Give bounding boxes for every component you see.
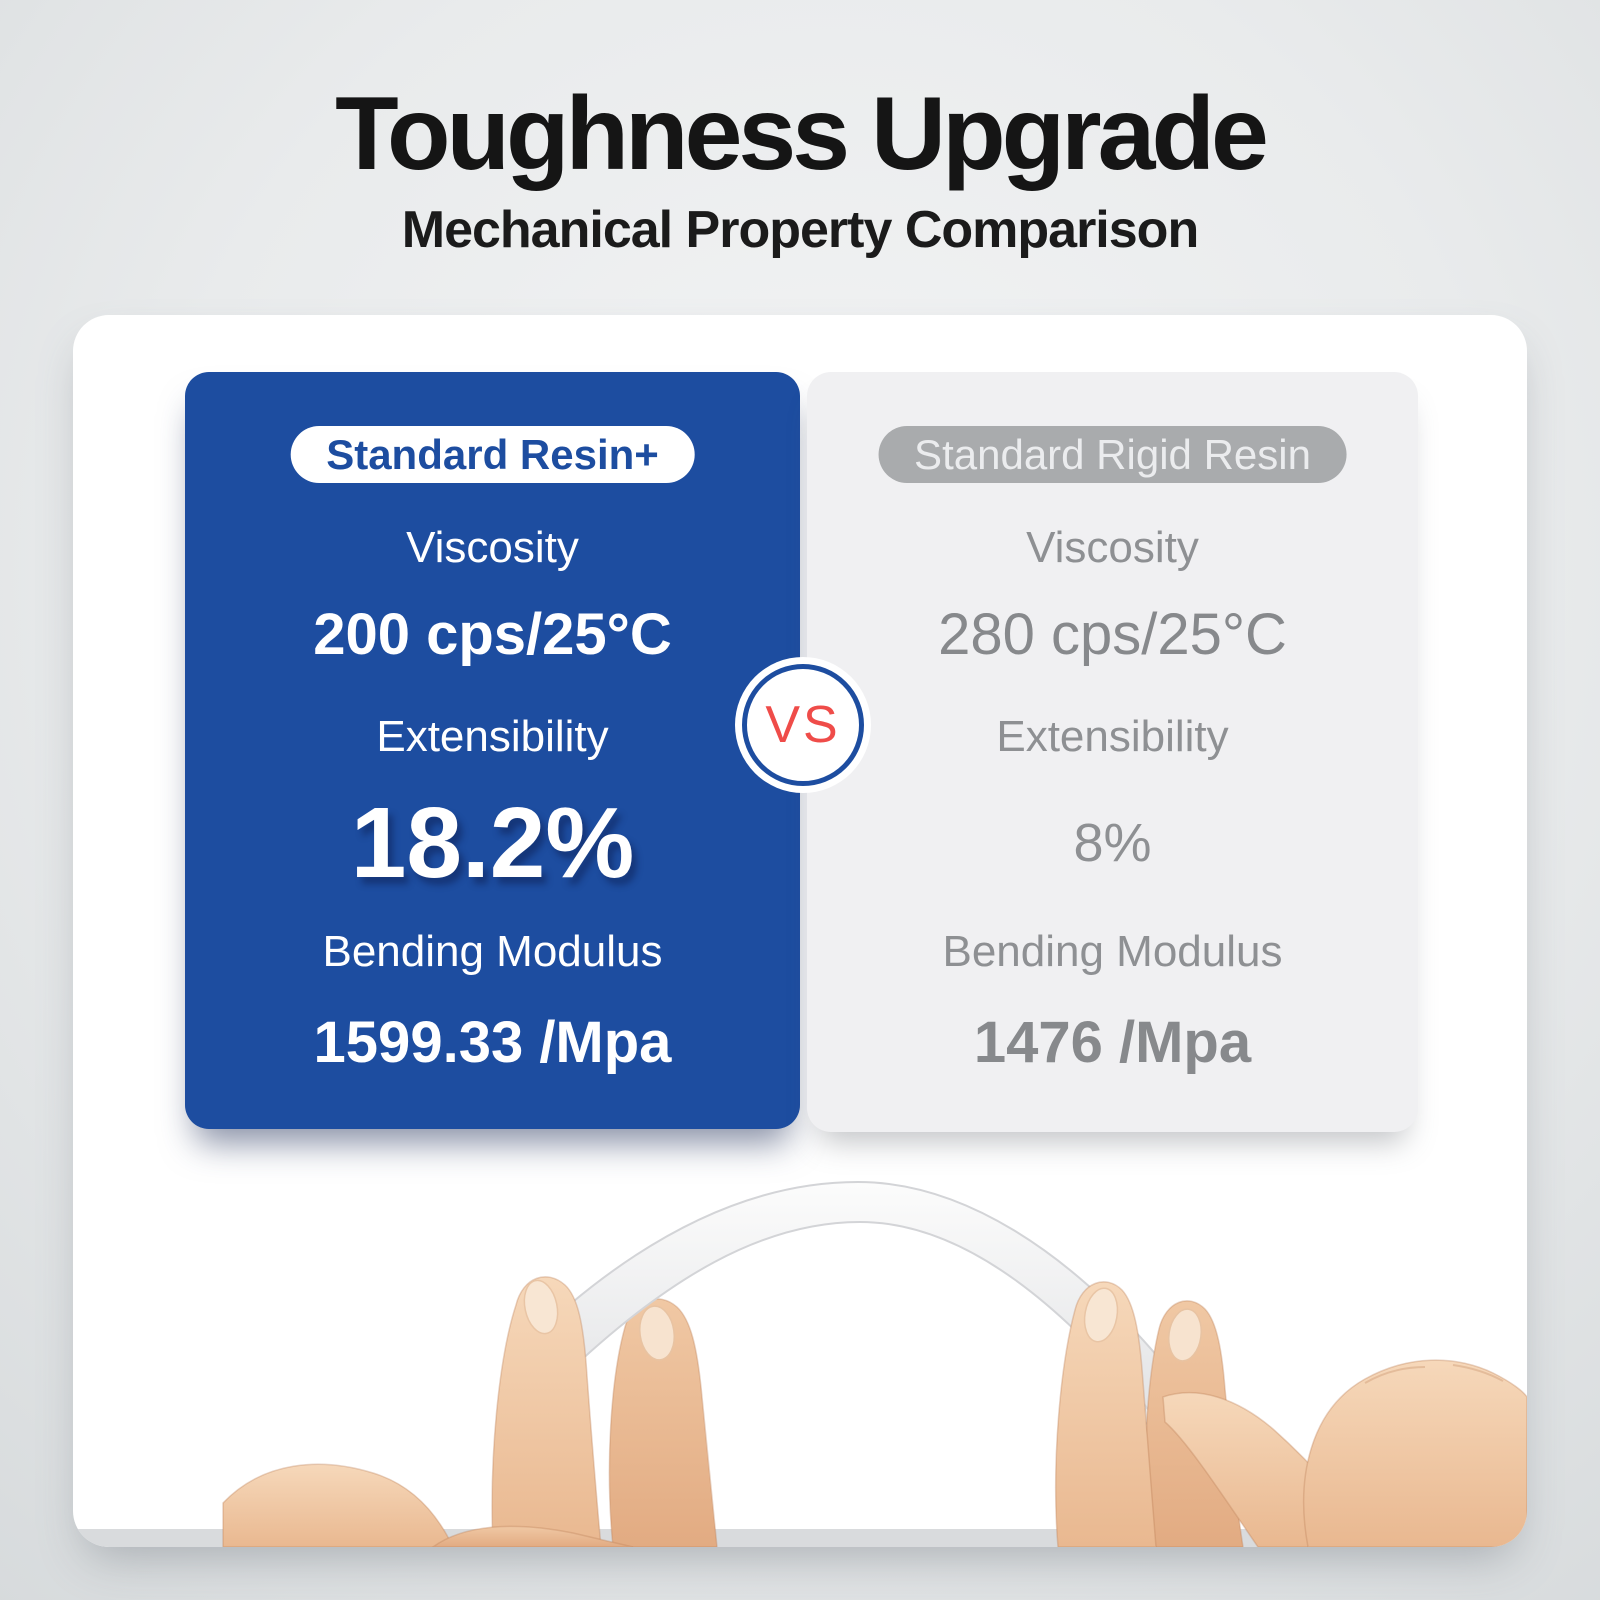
spec-value-viscosity-left: 200 cps/25°C: [313, 602, 672, 667]
page-subtitle: Mechanical Property Comparison: [401, 201, 1199, 259]
spec-label-extensibility-left: Extensibility: [376, 712, 609, 761]
spec-value-viscosity-right: 280 cps/25°C: [938, 602, 1287, 667]
vs-label: VS: [765, 696, 841, 754]
spec-value-bending-modulus-left: 1599.33 /Mpa: [313, 1010, 672, 1075]
spec-label-viscosity-left: Viscosity: [406, 523, 579, 572]
card-standard-resin-plus: Standard Resin+ Viscosity 200 cps/25°C E…: [185, 372, 800, 1129]
spec-value-bending-modulus-right: 1476 /Mpa: [973, 1010, 1252, 1075]
hands-bending-strip-photo: [73, 1180, 1527, 1547]
left-hand: [608, 1298, 718, 1547]
page-title: Toughness Upgrade: [335, 76, 1269, 192]
spec-label-bending-modulus-right: Bending Modulus: [942, 927, 1283, 976]
comparison-panel: Standard Resin+ Viscosity 200 cps/25°C E…: [73, 315, 1527, 1547]
spec-label-bending-modulus-left: Bending Modulus: [322, 927, 663, 976]
spec-label-extensibility-right: Extensibility: [996, 712, 1229, 761]
spec-value-extensibility-right: 8%: [1073, 813, 1152, 873]
vs-badge: VS: [742, 664, 864, 786]
card-standard-rigid-resin: Standard Rigid Resin Viscosity 280 cps/2…: [807, 372, 1418, 1132]
spec-value-extensibility-left: 18.2%: [350, 787, 635, 899]
left-hand-front: [222, 1276, 634, 1547]
right-hand: [1054, 1281, 1527, 1547]
product-badge-left: Standard Resin+: [290, 426, 695, 483]
spec-label-viscosity-right: Viscosity: [1026, 523, 1199, 572]
product-badge-right: Standard Rigid Resin: [878, 426, 1347, 483]
